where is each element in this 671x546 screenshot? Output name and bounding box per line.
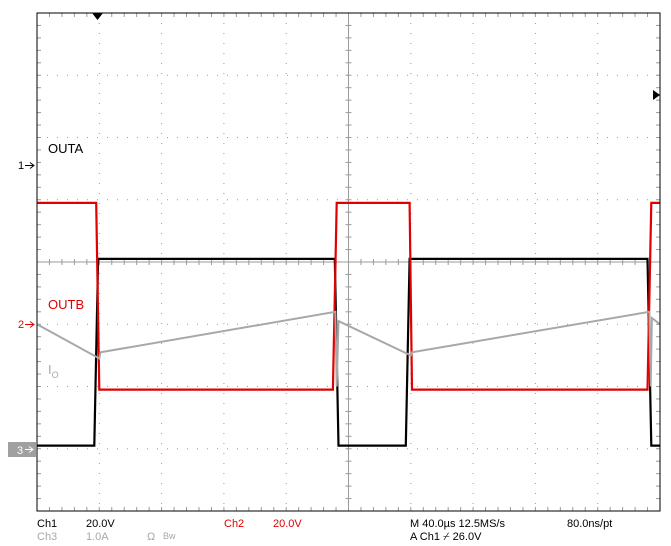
- ch1-name: Ch1: [37, 518, 58, 530]
- io-label-subscript: O: [52, 370, 59, 380]
- ch2-name: Ch2: [224, 518, 245, 530]
- graticule: [36, 12, 661, 512]
- trigger-readout: A Ch1 ⌿ 26.0V: [410, 531, 482, 543]
- series-label-outa: OUTA: [48, 141, 83, 156]
- ch1-scale: 20.0V: [86, 518, 115, 530]
- trace-outb: [37, 201, 660, 391]
- arrow-right-icon: [25, 162, 35, 169]
- ch3-marker-label: 3: [17, 445, 23, 457]
- ch1-marker[interactable]: 1: [18, 160, 35, 172]
- ch2-marker[interactable]: 2: [18, 319, 35, 331]
- ch3-bandwidth-limit: Bw: [163, 531, 176, 541]
- ch3-scale: 1.0A: [86, 531, 109, 543]
- ch3-impedance: Ω: [147, 531, 156, 543]
- resolution-readout: 80.0ns/pt: [567, 518, 613, 530]
- series-label-io: IO: [48, 362, 59, 380]
- arrow-right-icon: [25, 446, 34, 453]
- ch3-name: Ch3: [37, 531, 58, 543]
- ch2-marker-label: 2: [18, 319, 24, 331]
- arrow-right-icon: [25, 321, 35, 328]
- trace-i: [36, 310, 661, 387]
- ch3-marker-bg: [8, 442, 36, 457]
- ch3-marker[interactable]: 3: [8, 442, 36, 457]
- triangle-down-icon: [92, 13, 103, 20]
- plot-border: [36, 12, 661, 512]
- ch1-marker-label: 1: [18, 160, 24, 172]
- io-label-main: I: [48, 362, 52, 377]
- waveform-traces: [36, 201, 661, 447]
- ch2-scale: 20.0V: [273, 518, 302, 530]
- arrow-left-icon: [653, 90, 660, 100]
- series-label-outb: OUTB: [48, 297, 84, 312]
- timebase-readout: M 40.0µs 12.5MS/s: [410, 518, 505, 530]
